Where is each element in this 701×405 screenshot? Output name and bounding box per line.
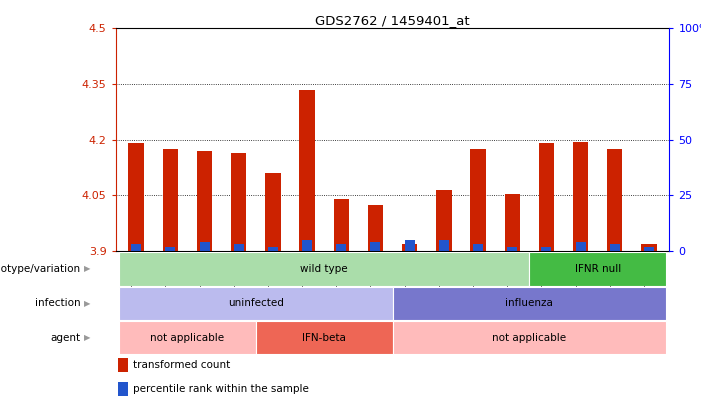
Bar (334, 199, 349, 251)
Bar (119, 321, 256, 354)
Bar (119, 287, 393, 320)
Bar (529, 252, 666, 286)
Bar (393, 287, 666, 320)
Text: uninfected: uninfected (228, 298, 284, 308)
Bar (368, 205, 383, 251)
Bar (439, 240, 449, 251)
Bar (404, 240, 415, 251)
Bar (644, 247, 654, 251)
Bar (231, 153, 247, 251)
Bar (370, 242, 381, 251)
Text: agent: agent (50, 333, 81, 343)
Bar (131, 244, 141, 251)
Text: IFN-beta: IFN-beta (302, 333, 346, 343)
Text: transformed count: transformed count (133, 360, 231, 370)
Bar (473, 244, 483, 251)
Text: infection: infection (35, 298, 81, 308)
Bar (505, 194, 520, 251)
Bar (641, 244, 657, 251)
Bar (118, 382, 128, 396)
Bar (128, 143, 144, 251)
Bar (508, 247, 517, 251)
Bar (299, 90, 315, 251)
Text: ▶: ▶ (84, 299, 90, 308)
Bar (256, 321, 393, 354)
Bar (541, 247, 552, 251)
Text: wild type: wild type (300, 264, 348, 274)
Bar (302, 240, 312, 251)
Bar (470, 149, 486, 251)
Text: not applicable: not applicable (151, 333, 224, 343)
Bar (119, 252, 529, 286)
Bar (118, 358, 128, 372)
Text: ▶: ▶ (84, 333, 90, 342)
Bar (538, 143, 554, 251)
Bar (268, 247, 278, 251)
Text: percentile rank within the sample: percentile rank within the sample (133, 384, 309, 394)
Bar (163, 149, 178, 251)
Bar (165, 247, 175, 251)
Text: IFNR null: IFNR null (575, 264, 621, 274)
Title: GDS2762 / 1459401_at: GDS2762 / 1459401_at (315, 14, 470, 27)
Bar (233, 244, 244, 251)
Text: ▶: ▶ (84, 264, 90, 273)
Text: genotype/variation: genotype/variation (0, 264, 81, 274)
Bar (610, 244, 620, 251)
Bar (573, 142, 588, 251)
Bar (197, 151, 212, 251)
Bar (576, 242, 585, 251)
Text: not applicable: not applicable (492, 333, 566, 343)
Bar (607, 149, 622, 251)
Text: influenza: influenza (505, 298, 553, 308)
Bar (393, 321, 666, 354)
Bar (265, 173, 280, 251)
Bar (402, 244, 417, 251)
Bar (436, 190, 451, 251)
Bar (336, 244, 346, 251)
Bar (200, 242, 210, 251)
